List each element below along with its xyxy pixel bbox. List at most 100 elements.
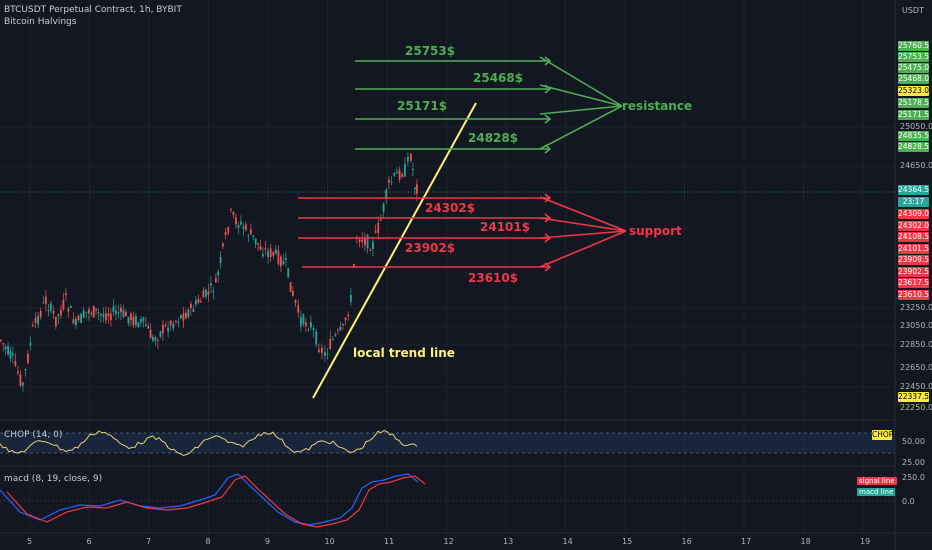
support-level-4: 23610$ (468, 271, 519, 285)
candle-body (127, 317, 130, 324)
candle-body (407, 157, 409, 162)
chop-title[interactable]: CHOP (14, 0) (4, 430, 63, 440)
candle-body (398, 169, 401, 180)
candle-body (200, 301, 202, 303)
price-tag: 23909.5 (898, 255, 930, 265)
candle-body (62, 299, 65, 310)
candle-body (364, 238, 366, 246)
candle-body (172, 323, 175, 329)
candle-body (130, 313, 132, 321)
time-tick: 9 (265, 537, 271, 546)
candle-body (88, 309, 90, 314)
candle-body (177, 321, 180, 323)
resistance-level-1: 25753$ (405, 44, 456, 58)
candle-body (7, 346, 9, 355)
candle-body (140, 319, 142, 323)
candle-body (404, 164, 406, 177)
candle-body (369, 250, 372, 252)
candle-body (269, 248, 272, 258)
candle-body (282, 261, 285, 265)
price-tag: 25178.5 (898, 98, 930, 108)
candle-body (217, 271, 220, 276)
price-tag: 24835.5 (898, 131, 930, 141)
candle-body (202, 290, 205, 298)
candle-body (12, 353, 14, 356)
currency-label[interactable]: USDT (902, 6, 924, 15)
candle-body (169, 320, 172, 326)
candle-body (0, 339, 2, 341)
candle-body (117, 312, 120, 314)
candle-body (250, 229, 252, 235)
time-tick: 11 (384, 537, 395, 546)
candle-body (24, 369, 27, 371)
candle-body (60, 309, 62, 316)
candle-body (19, 374, 22, 386)
candle-body (105, 313, 107, 321)
macd-line-legend: macd line (857, 488, 896, 496)
candle-body (334, 334, 337, 336)
time-tick: 16 (681, 537, 692, 546)
candle-body (39, 311, 42, 317)
time-tick: 12 (443, 537, 454, 546)
trend-line (312, 102, 477, 399)
signal-line-legend: signal line (857, 477, 897, 485)
candle-body (207, 291, 210, 295)
candle-body (312, 328, 315, 331)
candle-body (70, 306, 72, 308)
price-tag: 23617.5 (898, 278, 930, 288)
candle-body (315, 331, 318, 345)
candle-body (210, 283, 212, 286)
time-tick: 7 (146, 537, 152, 546)
resistance-level-3: 25171$ (397, 99, 448, 113)
candle-body (212, 291, 215, 293)
symbol-title[interactable]: BTCUSDT Perpetual Contract, 1h, BYBIT (4, 5, 182, 15)
price-tag: 24309.0 (898, 209, 930, 219)
candle-body (361, 239, 364, 242)
candle-body (45, 296, 47, 304)
candle-body (353, 263, 355, 268)
candle-body (324, 352, 326, 356)
candle-body (75, 318, 77, 325)
candle-body (135, 315, 137, 325)
candle-body (393, 173, 396, 176)
indicator-title[interactable]: Bitcoin Halvings (4, 17, 77, 27)
candle-body (329, 338, 332, 350)
candles (0, 152, 418, 392)
candle-body (92, 306, 95, 318)
candle-body (339, 326, 342, 331)
candle-body (235, 217, 237, 225)
candle-body (175, 320, 177, 322)
candle-body (262, 254, 264, 257)
candle-body (254, 238, 257, 245)
candle-body (100, 313, 102, 316)
candle-body (195, 300, 197, 305)
macd-title[interactable]: macd (8, 19, close, 9) (4, 474, 103, 484)
candle-body (318, 349, 320, 352)
candle-body (112, 306, 115, 312)
candle-body (97, 312, 100, 314)
candle-body (275, 249, 277, 254)
candle-body (180, 315, 182, 319)
price-tag: 23902.5 (898, 267, 930, 277)
candle-body (154, 337, 157, 341)
candle-body (29, 342, 32, 346)
candle-body (95, 308, 97, 311)
candle-body (224, 232, 227, 235)
candle-body (310, 322, 312, 328)
candle-body (292, 291, 294, 296)
candle-body (9, 351, 12, 359)
candle-body (149, 329, 152, 339)
candle-body (374, 231, 377, 233)
time-tick: 8 (205, 537, 211, 546)
candle-body (302, 314, 305, 325)
candle-body (337, 330, 339, 332)
candle-body (137, 322, 140, 328)
candle-body (17, 371, 19, 374)
candle-body (190, 303, 192, 308)
time-tick: 17 (741, 537, 752, 546)
candle-body (102, 314, 105, 317)
candle-body (242, 226, 245, 230)
price-tag: 24108.5 (898, 232, 930, 242)
candle-body (215, 278, 217, 283)
